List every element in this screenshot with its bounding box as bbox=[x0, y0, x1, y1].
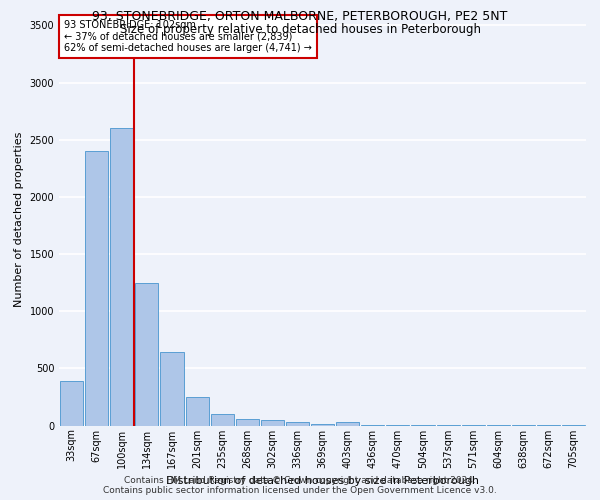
Text: 93 STONEBRIDGE: 102sqm
← 37% of detached houses are smaller (2,839)
62% of semi-: 93 STONEBRIDGE: 102sqm ← 37% of detached… bbox=[64, 20, 312, 54]
Bar bbox=[60, 381, 83, 426]
Bar bbox=[261, 420, 284, 426]
Bar bbox=[286, 422, 309, 426]
Bar bbox=[185, 397, 209, 426]
Y-axis label: Number of detached properties: Number of detached properties bbox=[14, 132, 24, 308]
Text: Size of property relative to detached houses in Peterborough: Size of property relative to detached ho… bbox=[119, 22, 481, 36]
Bar bbox=[236, 419, 259, 426]
Text: 93, STONEBRIDGE, ORTON MALBORNE, PETERBOROUGH, PE2 5NT: 93, STONEBRIDGE, ORTON MALBORNE, PETERBO… bbox=[92, 10, 508, 23]
Bar bbox=[136, 282, 158, 426]
Bar bbox=[336, 422, 359, 426]
X-axis label: Distribution of detached houses by size in Peterborough: Distribution of detached houses by size … bbox=[166, 476, 479, 486]
Bar bbox=[361, 425, 385, 426]
Text: Contains HM Land Registry data © Crown copyright and database right 2024.
Contai: Contains HM Land Registry data © Crown c… bbox=[103, 476, 497, 495]
Bar bbox=[160, 352, 184, 426]
Bar bbox=[110, 128, 133, 426]
Bar bbox=[85, 151, 108, 425]
Bar bbox=[311, 424, 334, 426]
Bar bbox=[211, 414, 234, 426]
